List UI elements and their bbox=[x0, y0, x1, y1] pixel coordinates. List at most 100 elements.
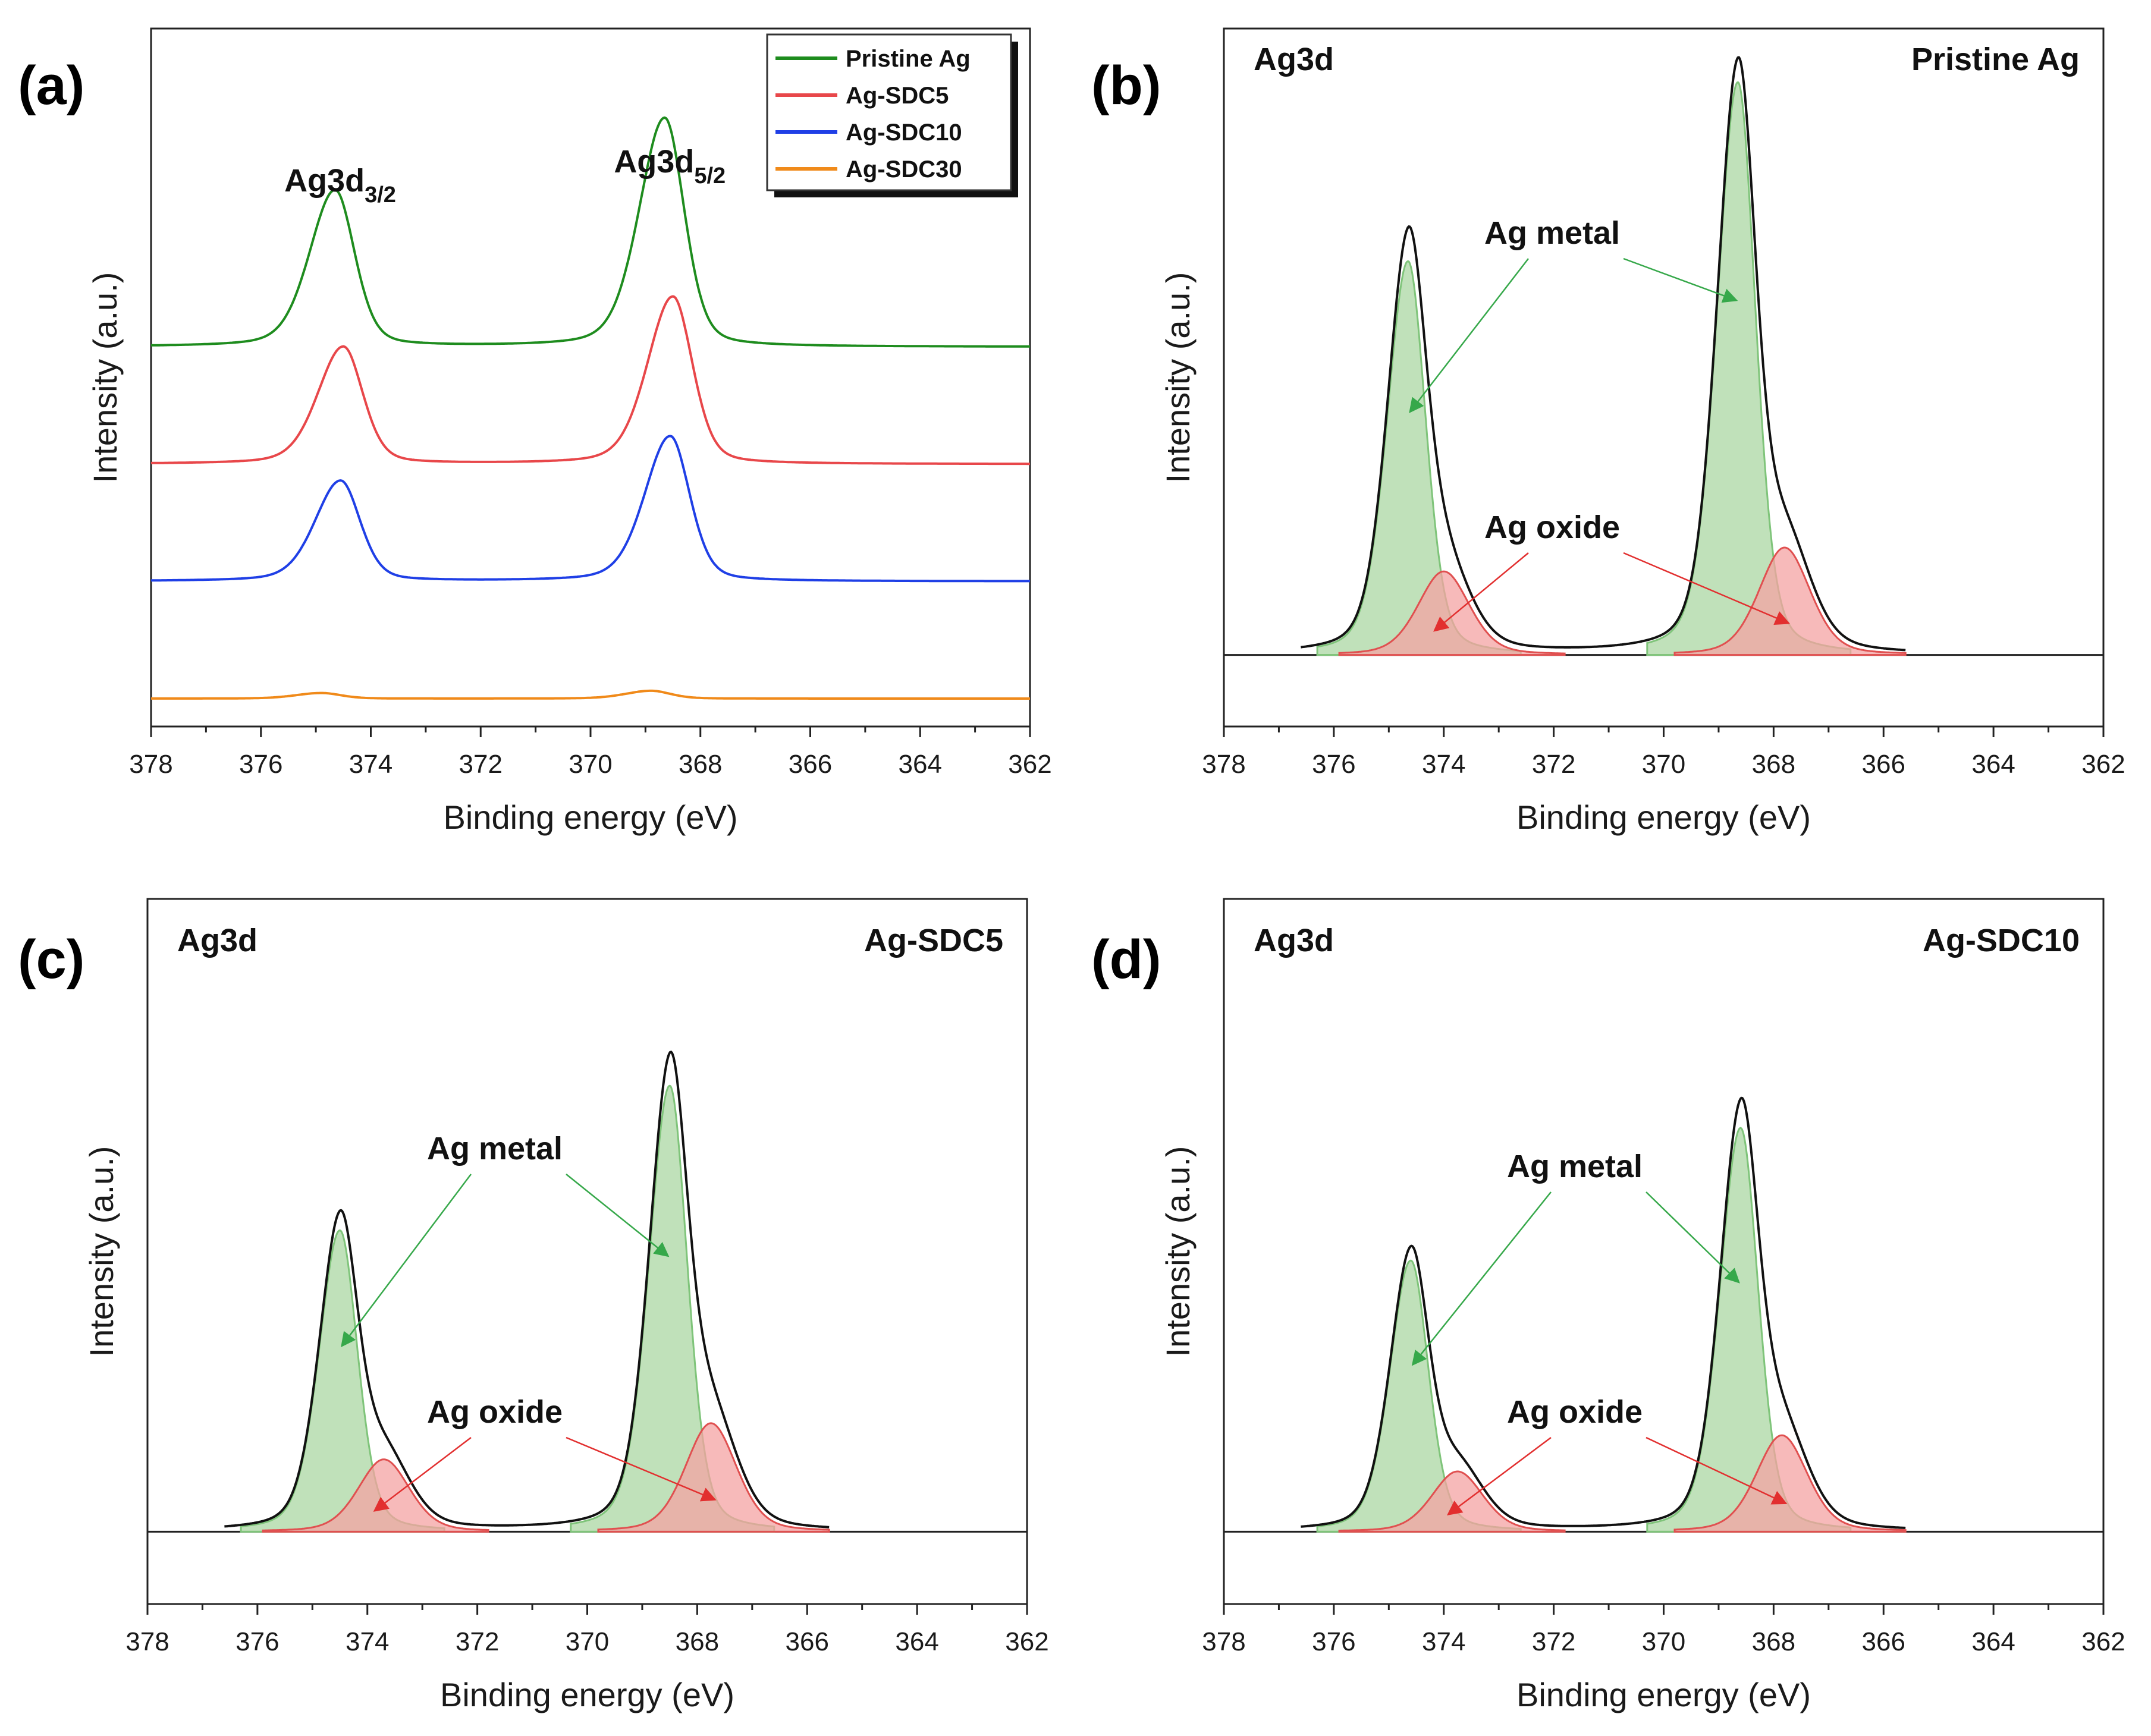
metal-peak-0 bbox=[1316, 1259, 1522, 1533]
legend-label: Ag-SDC10 bbox=[846, 119, 962, 146]
panel-b: 378 376 374 372 370 368 366 364 362 Binding energ… bbox=[1091, 27, 2125, 836]
metal-label: Ag metal bbox=[427, 1131, 563, 1166]
oxide-peak-1 bbox=[1673, 1434, 1907, 1533]
panel-a: 378 376 374 372 370 368 366 364 362 Binding energ… bbox=[18, 27, 1052, 836]
peak-label: Ag3d5/2 bbox=[614, 144, 726, 188]
sample-label: Ag-SDC5 bbox=[864, 923, 1003, 958]
series-line-3 bbox=[151, 689, 1030, 700]
x-tick-label: 368 bbox=[679, 750, 722, 779]
series-line-1 bbox=[150, 295, 1030, 466]
x-tick-label: 376 bbox=[1312, 750, 1355, 779]
x-tick-label: 370 bbox=[1642, 1627, 1685, 1656]
envelope-line bbox=[1301, 56, 1906, 652]
legend-label: Ag-SDC30 bbox=[846, 156, 962, 183]
x-axis-title: Binding energy (eV) bbox=[440, 1676, 734, 1713]
oxide-label: Ag oxide bbox=[1484, 510, 1620, 545]
peak-label-main: Ag3d bbox=[614, 144, 694, 180]
oxide-label: Ag oxide bbox=[1507, 1394, 1643, 1430]
x-tick-label: 366 bbox=[1862, 750, 1905, 779]
sample-label: Pristine Ag bbox=[1911, 42, 2080, 77]
x-tick-label: 372 bbox=[1532, 1627, 1575, 1656]
sample-label: Ag-SDC10 bbox=[1923, 923, 2080, 958]
x-tick-label: 376 bbox=[1312, 1627, 1355, 1656]
x-tick-label: 362 bbox=[2081, 1627, 2125, 1656]
oxide-peak-0 bbox=[1338, 570, 1566, 656]
x-tick-label: 364 bbox=[899, 750, 942, 779]
metal-peak-0 bbox=[1316, 260, 1522, 656]
x-tick-label: 366 bbox=[1862, 1627, 1905, 1656]
peak-label-main: Ag3d bbox=[284, 163, 365, 199]
series-line-2 bbox=[151, 435, 1031, 583]
x-tick-label: 364 bbox=[1971, 750, 2015, 779]
metal-peak-1 bbox=[570, 1084, 775, 1533]
metal-arrow bbox=[341, 1174, 472, 1348]
oxide-arrow bbox=[566, 1436, 717, 1502]
panel-d: 378 376 374 372 370 368 366 364 362 Binding energ… bbox=[1091, 898, 2125, 1713]
x-tick-label: 362 bbox=[2081, 750, 2125, 779]
x-tick-label: 372 bbox=[1532, 750, 1575, 779]
oxide-peak-0 bbox=[262, 1458, 489, 1533]
x-tick-label: 370 bbox=[569, 750, 612, 779]
y-axis-title: Intensity (a.u.) bbox=[86, 272, 124, 483]
oxide-arrow bbox=[1433, 552, 1529, 632]
x-tick-label: 374 bbox=[349, 750, 392, 779]
oxide-arrow bbox=[1446, 1436, 1552, 1515]
x-tick-label: 374 bbox=[346, 1627, 389, 1656]
core-level-label: Ag3d bbox=[177, 923, 258, 958]
core-level-label: Ag3d bbox=[1254, 923, 1334, 958]
metal-label: Ag metal bbox=[1507, 1149, 1643, 1184]
x-tick-label: 368 bbox=[1752, 750, 1795, 779]
metal-arrow bbox=[1409, 258, 1529, 413]
x-tick-label: 368 bbox=[1752, 1627, 1795, 1656]
metal-arrow bbox=[1411, 1191, 1552, 1366]
x-tick-label: 376 bbox=[239, 750, 282, 779]
envelope-line bbox=[1301, 1096, 1906, 1529]
x-tick-label: 364 bbox=[895, 1627, 938, 1656]
panel-letter: (d) bbox=[1091, 929, 1161, 990]
x-axis-title: Binding energy (eV) bbox=[1516, 798, 1811, 836]
x-tick-label: 378 bbox=[1202, 1627, 1245, 1656]
y-axis-title: Intensity (a.u.) bbox=[1159, 1146, 1197, 1357]
x-tick-label: 364 bbox=[1971, 1627, 2015, 1656]
peak-label-sub: 5/2 bbox=[694, 163, 726, 188]
y-axis-title: Intensity (a.u.) bbox=[1159, 272, 1197, 483]
oxide-label: Ag oxide bbox=[427, 1394, 563, 1430]
x-axis-title: Binding energy (eV) bbox=[1516, 1676, 1811, 1713]
envelope-line bbox=[224, 1051, 830, 1529]
x-tick-label: 374 bbox=[1422, 1627, 1465, 1656]
x-tick-label: 374 bbox=[1422, 750, 1465, 779]
x-tick-label: 378 bbox=[129, 750, 172, 779]
oxide-arrow bbox=[1623, 552, 1791, 625]
metal-arrow bbox=[1623, 257, 1738, 303]
oxide-arrow bbox=[1646, 1436, 1788, 1505]
panel-c: 378 376 374 372 370 368 366 364 362 Binding energ… bbox=[18, 898, 1049, 1713]
x-tick-label: 370 bbox=[566, 1627, 609, 1656]
x-tick-label: 366 bbox=[789, 750, 832, 779]
x-tick-label: 362 bbox=[1005, 1627, 1048, 1656]
x-tick-label: 362 bbox=[1008, 750, 1051, 779]
series-line-0 bbox=[150, 116, 1030, 348]
metal-arrow bbox=[1646, 1191, 1740, 1284]
x-tick-label: 378 bbox=[125, 1627, 169, 1656]
x-tick-label: 368 bbox=[676, 1627, 719, 1656]
y-axis-title: Intensity (a.u.) bbox=[83, 1146, 120, 1357]
metal-peak-1 bbox=[1646, 81, 1852, 656]
metal-peak-1 bbox=[1646, 1127, 1852, 1533]
panel-letter: (a) bbox=[18, 55, 84, 116]
x-tick-label: 378 bbox=[1202, 750, 1245, 779]
oxide-peak-1 bbox=[597, 1422, 830, 1533]
x-tick-label: 376 bbox=[235, 1627, 279, 1656]
metal-label: Ag metal bbox=[1484, 215, 1620, 251]
legend-box bbox=[766, 33, 1012, 191]
oxide-peak-1 bbox=[1673, 546, 1907, 656]
panel-letter: (c) bbox=[18, 929, 84, 990]
x-tick-label: 372 bbox=[459, 750, 503, 779]
oxide-arrow bbox=[373, 1437, 472, 1512]
plot-frame bbox=[146, 898, 1028, 1605]
core-level-label: Ag3d bbox=[1254, 42, 1334, 77]
legend-label: Pristine Ag bbox=[846, 46, 971, 72]
x-axis-title: Binding energy (eV) bbox=[444, 798, 738, 836]
panel-letter: (b) bbox=[1091, 55, 1161, 116]
x-tick-label: 372 bbox=[456, 1627, 499, 1656]
